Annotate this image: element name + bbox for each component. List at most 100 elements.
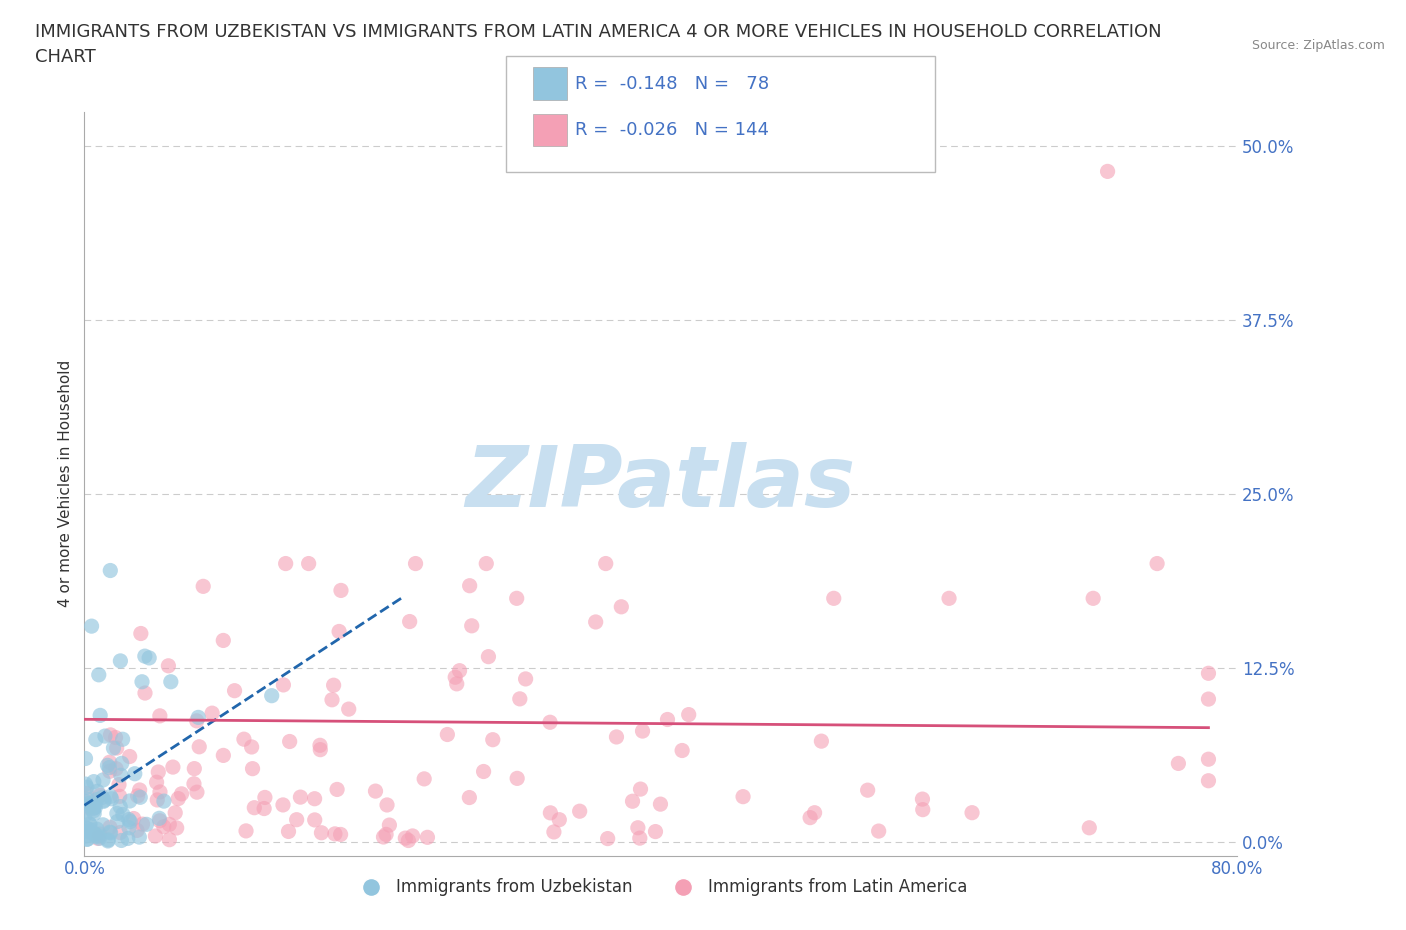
Point	[183, 777, 205, 791]
Point	[631, 724, 654, 738]
Point	[118, 749, 141, 764]
Point	[86, 822, 108, 837]
Point	[1167, 756, 1189, 771]
Point	[107, 814, 129, 829]
Point	[149, 814, 172, 829]
Point	[93, 793, 115, 808]
Point	[911, 791, 934, 806]
Point	[243, 801, 266, 816]
Point	[285, 812, 308, 827]
Point	[165, 805, 187, 820]
Point	[118, 820, 141, 835]
Point	[605, 729, 627, 744]
Point	[630, 781, 652, 796]
Point	[83, 827, 105, 842]
Point	[253, 801, 276, 816]
Point	[108, 825, 131, 840]
Point	[108, 777, 131, 792]
Legend: Immigrants from Uzbekistan, Immigrants from Latin America: Immigrants from Uzbekistan, Immigrants f…	[347, 871, 974, 903]
Point	[91, 817, 114, 832]
Point	[436, 727, 458, 742]
Point	[75, 794, 97, 809]
Point	[84, 800, 107, 815]
Point	[98, 755, 121, 770]
Point	[118, 812, 141, 827]
Text: R =  -0.148   N =   78: R = -0.148 N = 78	[575, 74, 769, 93]
Point	[413, 772, 436, 787]
Point	[100, 789, 122, 804]
Point	[117, 831, 139, 846]
Point	[157, 817, 180, 831]
Point	[87, 829, 110, 844]
Point	[328, 624, 350, 639]
Point	[145, 775, 167, 790]
Point	[98, 820, 121, 835]
Point	[321, 692, 343, 707]
Point	[77, 817, 100, 831]
Point	[127, 789, 149, 804]
Point	[77, 824, 100, 839]
Point	[131, 817, 153, 831]
Point	[89, 827, 111, 842]
Point	[538, 715, 561, 730]
Point	[481, 732, 503, 747]
Point	[298, 556, 321, 571]
Point	[803, 805, 825, 820]
Point	[201, 706, 224, 721]
Point	[76, 791, 98, 806]
Point	[271, 798, 294, 813]
Point	[83, 799, 105, 814]
Point	[166, 820, 188, 835]
Point	[650, 797, 672, 812]
Point	[506, 771, 529, 786]
Point	[515, 671, 537, 686]
Point	[186, 785, 208, 800]
Point	[77, 796, 100, 811]
Point	[253, 790, 276, 804]
Point	[1198, 773, 1220, 788]
Point	[644, 824, 666, 839]
Point	[76, 821, 98, 836]
Point	[93, 794, 115, 809]
Point	[148, 811, 170, 826]
Point	[568, 804, 591, 818]
Point	[627, 820, 650, 835]
Point	[329, 827, 352, 842]
Point	[100, 826, 122, 841]
Point	[311, 825, 333, 840]
Point	[86, 784, 108, 799]
Point	[394, 830, 416, 845]
Point	[111, 807, 134, 822]
Point	[240, 739, 263, 754]
Point	[110, 768, 132, 783]
Point	[84, 829, 107, 844]
Point	[98, 563, 121, 578]
Point	[290, 790, 312, 804]
Text: IMMIGRANTS FROM UZBEKISTAN VS IMMIGRANTS FROM LATIN AMERICA 4 OR MORE VEHICLES I: IMMIGRANTS FROM UZBEKISTAN VS IMMIGRANTS…	[35, 23, 1161, 41]
Point	[585, 615, 607, 630]
Point	[120, 814, 142, 829]
Point	[183, 761, 205, 776]
Point	[122, 811, 145, 826]
Point	[309, 742, 332, 757]
Point	[167, 791, 190, 806]
Point	[79, 801, 101, 816]
Point	[375, 827, 398, 842]
Point	[75, 751, 97, 766]
Point	[125, 823, 148, 838]
Point	[657, 712, 679, 727]
Point	[89, 788, 111, 803]
Point	[152, 819, 174, 834]
Point	[472, 764, 495, 779]
Point	[124, 766, 146, 781]
Point	[98, 764, 121, 778]
Point	[86, 792, 108, 807]
Point	[73, 808, 96, 823]
Point	[75, 786, 97, 801]
Point	[75, 829, 97, 844]
Point	[89, 708, 111, 723]
Point	[80, 618, 103, 633]
Point	[83, 827, 105, 842]
Point	[938, 591, 960, 605]
Point	[149, 785, 172, 800]
